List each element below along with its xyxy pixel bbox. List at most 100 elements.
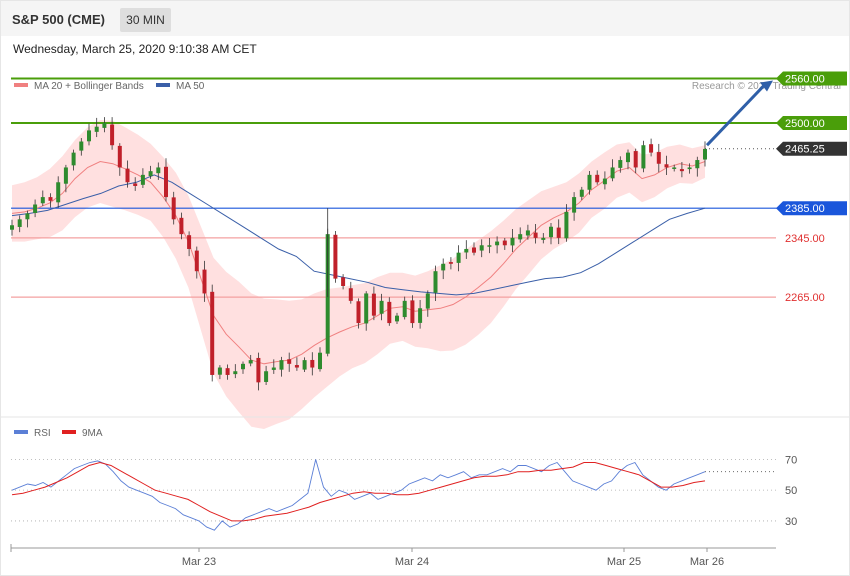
candle-body <box>549 226 553 238</box>
candle-body <box>71 152 76 166</box>
candle-body <box>233 371 238 375</box>
candle-body <box>687 167 692 170</box>
rsi-9ma-line <box>11 461 706 522</box>
level-label-2345.00: 2345.00 <box>785 233 825 245</box>
candle-body <box>672 167 677 169</box>
level-tag-2465.25 <box>776 141 847 156</box>
candle-body <box>425 293 430 309</box>
candle-body <box>387 301 392 324</box>
legend-ma50: MA 50 <box>156 81 204 92</box>
candle-body <box>179 217 184 235</box>
instrument-title: S&P 500 (CME) <box>12 12 105 27</box>
candle-body <box>264 371 269 382</box>
chart-header: S&P 500 (CME) 30 MIN <box>1 1 849 36</box>
candle-body <box>40 197 45 204</box>
candle-body <box>79 141 84 151</box>
candle-body <box>279 360 284 370</box>
candle-body <box>464 248 469 253</box>
level-tag-2500.00 <box>776 115 847 130</box>
candle-body <box>318 352 322 370</box>
level-label-2560.00: 2560.00 <box>785 74 825 86</box>
rsi-ref-label-70: 70 <box>785 454 797 466</box>
ma50-label: MA 50 <box>176 81 205 92</box>
projection-arrowhead <box>760 80 773 92</box>
candle-body <box>664 164 669 168</box>
timestamp: Wednesday, March 25, 2020 9:10:38 AM CET <box>13 42 257 56</box>
candle-body <box>248 360 253 364</box>
candle-body <box>433 271 438 293</box>
candle-body <box>479 245 484 251</box>
candle-body <box>518 234 523 240</box>
candle-body <box>187 235 192 249</box>
level-tag-2385.00 <box>776 201 847 216</box>
ma9-label: 9MA <box>82 428 103 439</box>
candle-body <box>333 234 338 279</box>
candle-body <box>541 237 546 240</box>
x-tick-label: Mar 25 <box>607 556 641 568</box>
candle-body <box>302 360 307 370</box>
candle-body <box>287 359 292 364</box>
legend-rsi: RSI <box>14 428 51 439</box>
candle-body <box>94 126 99 132</box>
candle-body <box>210 291 215 375</box>
candle-body <box>533 232 538 238</box>
candle-body <box>341 277 346 287</box>
candle-body <box>448 262 453 264</box>
candle-body <box>495 241 500 246</box>
candle-body <box>225 368 230 375</box>
candle-body <box>364 293 369 324</box>
candle-body <box>525 230 530 236</box>
candle-body <box>695 160 700 169</box>
candle-body <box>202 269 207 294</box>
candle-body <box>194 250 199 272</box>
candle-body <box>17 219 22 227</box>
candle-body <box>87 130 91 142</box>
x-tick-label: Mar 26 <box>690 556 724 568</box>
candle-body <box>587 174 592 190</box>
candle-body <box>10 225 14 230</box>
level-tag-2560.00 <box>776 71 847 86</box>
candle-body <box>156 167 161 174</box>
candle-body <box>256 357 261 383</box>
candle-body <box>649 144 654 153</box>
candle-body <box>656 152 661 164</box>
candle-body <box>395 315 399 322</box>
candle-body <box>241 363 245 370</box>
candle-body <box>472 247 476 253</box>
candle-body <box>602 178 607 185</box>
candle-body <box>310 359 315 368</box>
candle-body <box>641 145 646 169</box>
candle-body <box>33 204 38 214</box>
candle-body <box>502 240 507 246</box>
candle-body <box>164 166 168 198</box>
candle-body <box>110 124 115 146</box>
candle-body <box>610 167 615 179</box>
candle-body <box>703 148 707 160</box>
legend-ma20: MA 20 + Bollinger Bands <box>14 81 144 92</box>
candle-body <box>217 367 222 375</box>
candle-body <box>356 301 361 324</box>
rsi-line <box>11 459 706 531</box>
candle-body <box>63 167 68 184</box>
candle-body <box>294 365 299 368</box>
ma20-swatch <box>14 83 28 88</box>
level-label-2385.00: 2385.00 <box>785 203 825 215</box>
projection-arrow-shaft <box>705 84 766 147</box>
candle-body <box>348 288 353 301</box>
bollinger-band <box>12 120 705 429</box>
candle-body <box>556 227 561 238</box>
ma9-swatch <box>62 430 76 435</box>
timeframe-button[interactable]: 30 MIN <box>120 8 171 32</box>
candle-body <box>371 293 376 316</box>
ma20-label: MA 20 + Bollinger Bands <box>34 81 144 92</box>
candle-body <box>48 197 53 201</box>
level-label-2265.00: 2265.00 <box>785 292 825 304</box>
candle-body <box>25 213 30 220</box>
candle-body <box>626 152 630 163</box>
candle-body <box>418 308 423 323</box>
rsi-label: RSI <box>34 428 51 439</box>
candle-body <box>487 245 492 247</box>
level-label-2500.00: 2500.00 <box>785 118 825 130</box>
x-tick-label: Mar 23 <box>182 556 216 568</box>
candle-body <box>271 367 276 370</box>
